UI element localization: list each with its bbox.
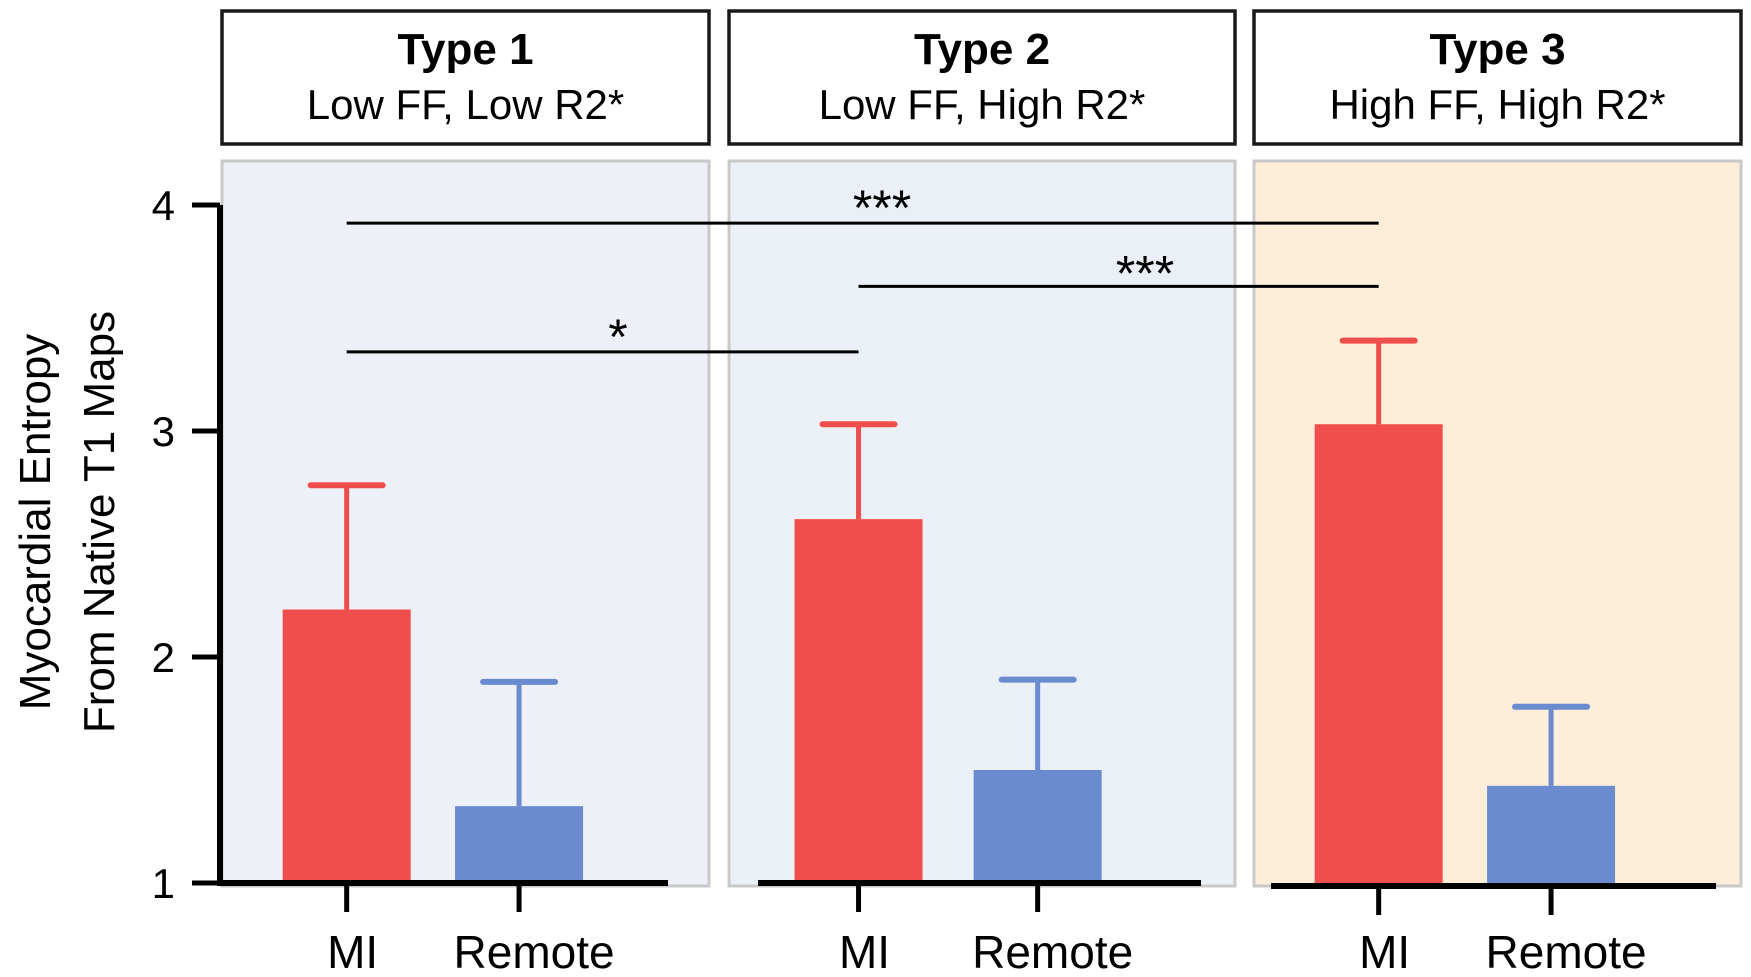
bar-1-mi	[282, 609, 411, 883]
x-tick-label-2-remote: Remote	[972, 926, 1133, 977]
panel-subtitle-3: High FF, High R2*	[1329, 81, 1665, 128]
panel-subtitle-2: Low FF, High R2*	[819, 81, 1146, 128]
bar-3-mi	[1314, 424, 1443, 886]
panel-header-3	[1252, 9, 1743, 146]
bar-1-remote	[455, 806, 584, 883]
panel-title-1: Type 1	[397, 25, 533, 74]
panel-subtitle-1: Low FF, Low R2*	[307, 81, 624, 128]
panel-header-1	[220, 9, 711, 146]
bar-2-mi	[794, 519, 923, 883]
significance-label-2: ***	[1116, 245, 1174, 301]
significance-label-3: *	[608, 309, 627, 365]
x-tick-label-3-remote: Remote	[1486, 926, 1647, 977]
bar-3-remote	[1487, 785, 1616, 886]
bar-2-remote	[973, 770, 1102, 883]
y-tick-label-2: 2	[152, 634, 175, 681]
y-axis-label-line-2: From Native T1 Maps	[75, 311, 124, 733]
x-tick-label-3-mi: MI	[1359, 926, 1410, 977]
y-axis-label-line-1: Myocardial Entropy	[11, 334, 60, 711]
y-tick-label-4: 4	[152, 182, 175, 229]
y-tick-label-1: 1	[152, 860, 175, 907]
x-tick-label-1-mi: MI	[327, 926, 378, 977]
significance-label-1: ***	[853, 180, 911, 236]
x-tick-label-1-remote: Remote	[454, 926, 615, 977]
x-tick-label-2-mi: MI	[839, 926, 890, 977]
panel-title-2: Type 2	[914, 25, 1050, 74]
y-tick-label-3: 3	[152, 408, 175, 455]
panel-title-3: Type 3	[1429, 25, 1565, 74]
panel-header-2	[727, 9, 1237, 146]
